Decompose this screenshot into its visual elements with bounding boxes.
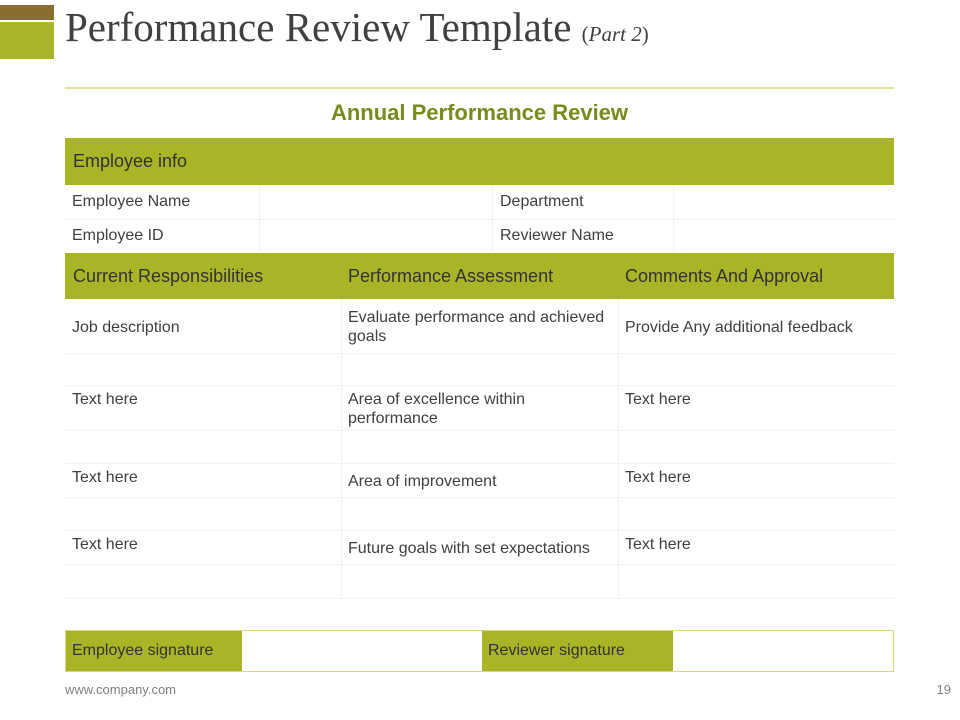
employee-id-label: Employee ID	[72, 227, 164, 244]
table-cell: Evaluate performance and achieved goals	[348, 309, 605, 345]
footer-url: www.company.com	[65, 682, 177, 697]
department-field[interactable]	[673, 185, 895, 219]
slide-title-part-text: Part 2	[588, 22, 642, 46]
row-divider	[65, 385, 894, 386]
header-performance-assessment: Performance Assessment	[348, 266, 554, 286]
employee-info-row: Employee ID Reviewer Name	[65, 219, 894, 254]
employee-id-field[interactable]	[259, 219, 493, 253]
slide-title-part: (Part 2)	[581, 22, 649, 46]
reviewer-name-field[interactable]	[673, 219, 895, 253]
employee-signature-label: Employee signature	[66, 631, 242, 671]
page-number: 19	[936, 682, 951, 697]
header-current-responsibilities: Current Responsibilities	[73, 266, 264, 286]
row-divider	[65, 564, 894, 565]
decorative-block-olive	[0, 22, 54, 59]
table-cell: Area of improvement	[348, 473, 497, 490]
decorative-bar-brown	[0, 5, 54, 20]
reviewer-name-label: Reviewer Name	[492, 219, 673, 253]
row-divider	[65, 353, 894, 354]
table-cell: Provide Any additional feedback	[625, 319, 853, 336]
slide-title: Performance Review Template (Part 2)	[65, 3, 649, 51]
assessment-header-row: Current Responsibilities Performance Ass…	[65, 253, 894, 299]
table-cell: Text here	[625, 536, 691, 553]
table-cell: Future goals with set expectations	[348, 540, 590, 557]
header-comments-approval: Comments And Approval	[625, 266, 824, 286]
row-divider	[65, 598, 894, 599]
employee-signature-field[interactable]	[242, 631, 482, 671]
employee-info-header: Employee info	[65, 138, 894, 185]
table-cell: Text here	[625, 391, 691, 408]
table-cell: Area of excellence within performance	[348, 391, 525, 427]
assessment-table: Job description Evaluate performance and…	[65, 299, 894, 599]
row-divider	[65, 530, 894, 531]
table-cell: Text here	[72, 536, 138, 553]
reviewer-signature-field[interactable]	[673, 631, 893, 671]
signature-row: Employee signature Reviewer signature	[65, 630, 894, 672]
column-divider	[341, 299, 342, 599]
row-divider	[65, 497, 894, 498]
table-cell: Text here	[72, 391, 138, 408]
reviewer-signature-label: Reviewer signature	[482, 631, 673, 671]
row-divider	[65, 463, 894, 464]
employee-name-field[interactable]	[259, 185, 493, 219]
column-divider	[618, 299, 619, 599]
row-divider	[65, 430, 894, 431]
slide-title-text: Performance Review Template	[65, 4, 572, 50]
employee-info-row: Employee Name Department	[65, 185, 894, 220]
employee-name-label: Employee Name	[72, 193, 191, 210]
title-divider	[65, 87, 894, 89]
review-heading: Annual Performance Review	[330, 100, 629, 125]
table-cell: Text here	[72, 469, 138, 486]
table-cell: Text here	[625, 469, 691, 486]
table-cell: Job description	[72, 319, 180, 336]
department-label: Department	[492, 185, 673, 219]
